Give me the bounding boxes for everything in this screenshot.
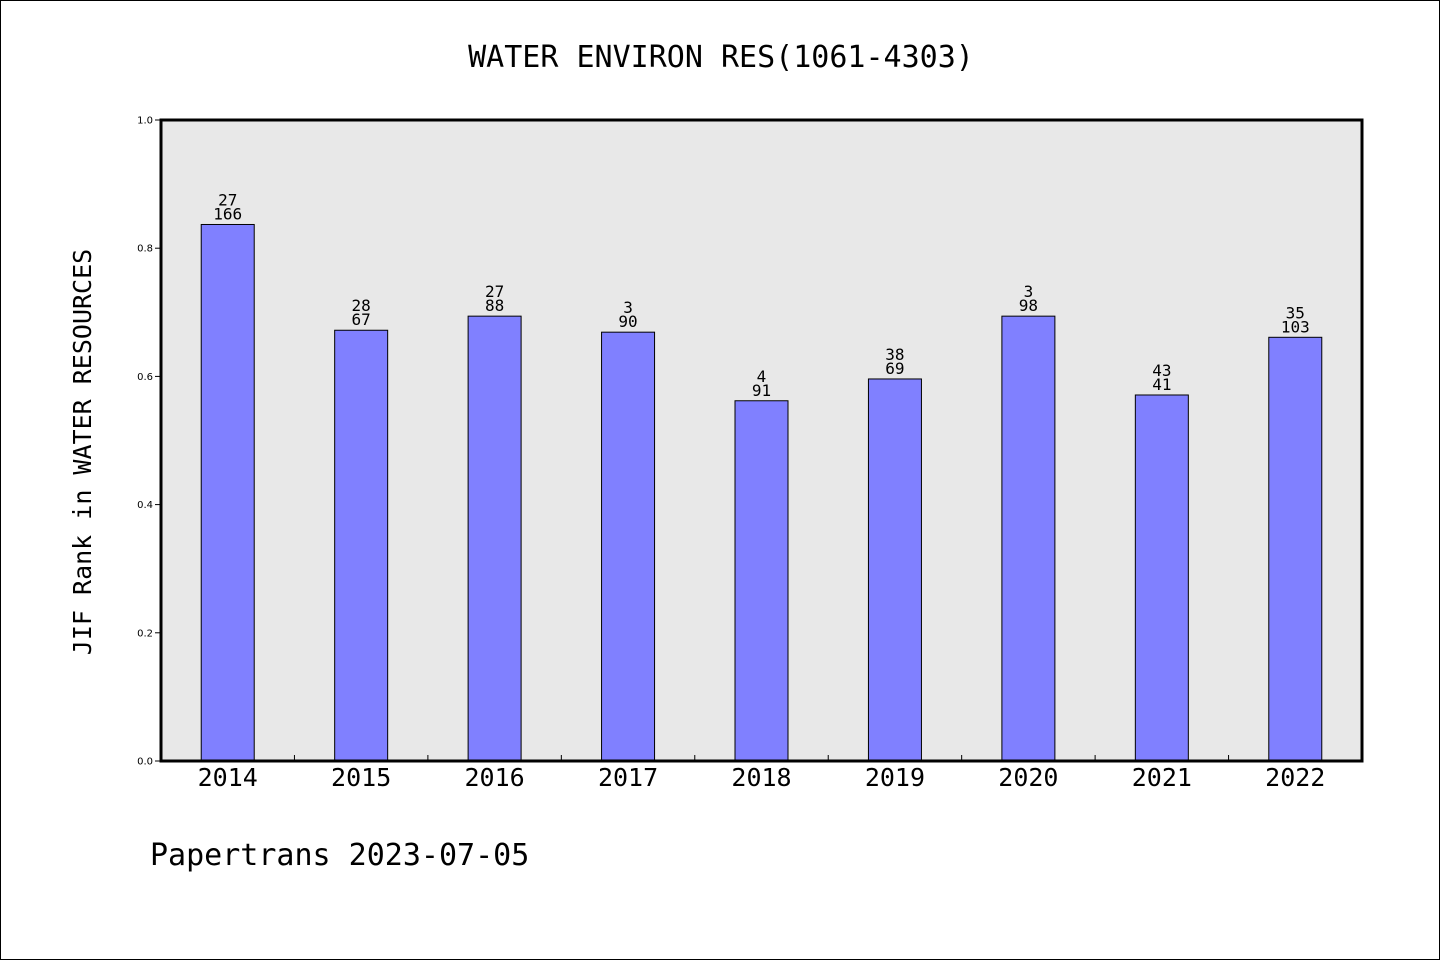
plot-border [159,118,1364,763]
x-tick-label: 2019 [865,763,925,792]
bar-label-top: 43 [1152,361,1171,380]
y-tick-label: 0.6 [137,372,153,383]
bar-label-bottom: 67 [352,310,371,329]
bar-label-top: 3 [1024,282,1034,301]
x-tick-label: 2017 [598,763,658,792]
bar-label-bottom: 103 [1281,317,1310,336]
x-tick-label: 2018 [731,763,791,792]
bar-label-top: 27 [218,190,237,209]
x-tick-label: 2016 [465,763,525,792]
bar-label-bottom: 91 [752,381,771,400]
chart-title: WATER ENVIRON RES(1061-4303) [468,40,974,75]
bar-2021 [1134,394,1189,762]
bar-label-top: 4 [757,367,767,386]
bar-2018 [734,400,789,762]
bar-label-top: 27 [485,282,504,301]
bar-label-top: 3 [623,298,633,317]
bar-2020 [1001,315,1056,762]
y-axis: 0.0 0.2 0.4 0.6 0.8 1.0 [137,116,161,768]
footer-text: Papertrans 2023-07-05 [150,838,529,873]
y-tick-label: 0.4 [137,500,153,511]
bar-group [200,223,1323,762]
x-tick-label: 2021 [1132,763,1192,792]
y-axis-label: JIF Rank in WATER RESOURCES [68,249,97,655]
bar-2016 [467,315,522,762]
bar-label-top: 28 [352,296,371,315]
y-tick-label: 0.2 [137,628,153,639]
y-tick-label: 0.0 [137,757,153,768]
bar-label-bottom: 166 [213,204,242,223]
y-tick-label: 1.0 [137,116,153,127]
bar-label-top: 38 [885,345,904,364]
x-tick-label: 2015 [331,763,391,792]
x-tick-label: 2014 [198,763,258,792]
bar-2019 [867,378,922,762]
x-tick-label: 2020 [998,763,1058,792]
bar-label-bottom: 88 [485,296,504,315]
bar-label-bottom: 69 [885,359,904,378]
bar-label-bottom: 98 [1019,296,1038,315]
bar-2022 [1268,336,1323,762]
bar-2015 [334,329,389,762]
bar-2017 [601,331,656,762]
x-axis: 2014 2015 2016 2017 2018 2019 2020 2021 2022 [198,755,1325,792]
bar-label-top: 35 [1286,303,1305,322]
bar-label-bottom: 41 [1152,375,1171,394]
bar-label-bottom: 90 [618,312,637,331]
x-tick-label: 2022 [1265,763,1325,792]
y-tick-label: 0.8 [137,244,153,255]
bar-2014 [200,223,255,762]
